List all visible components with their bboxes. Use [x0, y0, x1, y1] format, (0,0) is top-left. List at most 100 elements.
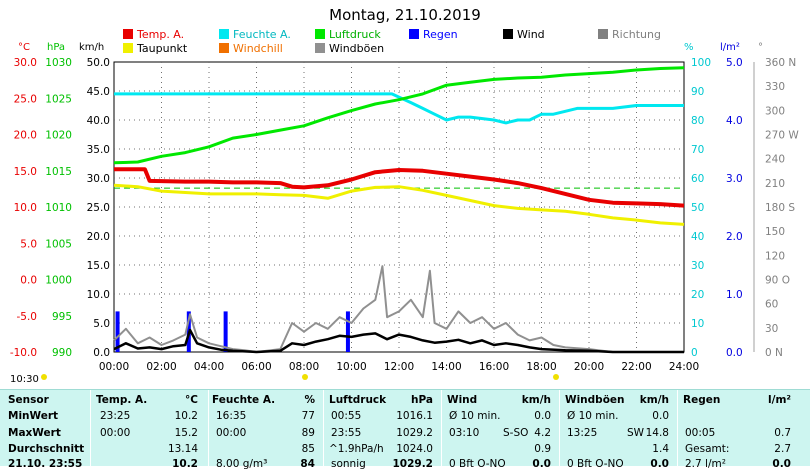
temp-tick-label: 15.0 [14, 166, 37, 178]
x-tick-label: 04:00 [194, 361, 224, 373]
temp-tick-label: 25.0 [14, 93, 37, 105]
legend-label: Windböen [329, 42, 384, 55]
hum-tick-label: 50 [691, 202, 704, 214]
row-label: Durchschnitt [8, 443, 85, 455]
col-sensor: Sensor MinWert MaxWert Durchschnitt 21.1… [0, 390, 90, 470]
legend-label: Regen [423, 28, 458, 41]
temp-unit: °C [18, 42, 30, 53]
sun-marker-left [41, 374, 47, 380]
stats-table: Sensor MinWert MaxWert Durchschnitt 21.1… [0, 389, 810, 470]
col-rain: Regen l/m² 00:05 Gesamt: 2.7 l/m² 0.7 2.… [677, 390, 795, 470]
press-tick-label: 990 [52, 347, 72, 359]
x-tick-label: 14:00 [431, 361, 461, 373]
dir-tick-label: 210 [765, 178, 785, 190]
wind-tick-label: 20.0 [87, 231, 110, 243]
cell-time: 2.7 l/m² [685, 458, 726, 470]
wind-tick-label: 10.0 [87, 289, 110, 301]
cell-time: 03:10 [449, 427, 480, 439]
rain-unit-head: l/m² [768, 394, 791, 406]
temp-unit-head: °C [185, 394, 198, 406]
col-hum: Feuchte A. % 16:35 00:00 8.00 g/m³ 77 89… [208, 390, 323, 470]
wind-unit-head: km/h [521, 394, 551, 406]
hum-tick-label: 20 [691, 289, 704, 301]
series-line-taupunkt [113, 183, 685, 226]
x-tick-label: 10:00 [336, 361, 366, 373]
cell-time: Ø 10 min. [567, 410, 619, 422]
cell-value: 77 [301, 410, 315, 422]
wind-tick-label: 35.0 [87, 144, 110, 156]
wind-tick-label: 50.0 [87, 57, 110, 69]
gust-unit-head: km/h [639, 394, 669, 406]
series-line-windböen [113, 265, 684, 353]
legend-label: Luftdruck [329, 28, 381, 41]
press-unit: hPa [47, 42, 65, 53]
cell-value: 1016.1 [396, 410, 433, 422]
cell-time: 00:00 [100, 427, 131, 439]
row-label: MinWert [8, 410, 59, 422]
cell-value: 0.0 [772, 458, 791, 470]
legend-swatch [219, 29, 229, 39]
sun-marker-sunrise [302, 374, 308, 380]
legend-swatch [123, 29, 133, 39]
rain-unit: l/m² [720, 42, 740, 53]
dir-tick-label: 120 [765, 250, 785, 262]
cell-value: 10.2 [174, 410, 198, 422]
wind-tick-label: 25.0 [87, 202, 110, 214]
markers: 10:30 [10, 374, 559, 385]
cell-value: 1.4 [652, 443, 669, 455]
temp-tick-label: 5.0 [20, 238, 37, 250]
temp-tick-label: 30.0 [14, 57, 37, 69]
cell-time: Ø 10 min. [449, 410, 501, 422]
cell-direction: SW [627, 427, 645, 439]
hum-head: Feuchte A. [212, 394, 276, 406]
col-wind: Wind km/h Ø 10 min. 03:10 0 Bft O-NO S-S… [441, 390, 559, 470]
cell-direction: S-SO [503, 427, 529, 439]
rain-tick-label: 5.0 [726, 57, 743, 69]
dir-tick-label: 30 [765, 323, 778, 335]
press-tick-label: 1015 [45, 166, 72, 178]
cell-value: 10.2 [172, 458, 198, 470]
cell-time: 16:35 [216, 410, 247, 422]
legend-swatch [503, 29, 513, 39]
hum-tick-label: 40 [691, 231, 704, 243]
legend-swatch [598, 29, 608, 39]
temp-tick-label: -10.0 [10, 347, 37, 359]
temp-tick-label: 10.0 [14, 202, 37, 214]
dir-tick-label: 330 [765, 81, 785, 93]
wind-tick-label: 15.0 [87, 260, 110, 272]
hum-tick-label: 0 [691, 347, 698, 359]
sun-marker-sunset [553, 374, 559, 380]
cell-time: 0 Bft O-NO [567, 458, 624, 470]
cell-value: 89 [301, 427, 315, 439]
press-tick-label: 1020 [45, 130, 72, 142]
rain-tick-label: 1.0 [726, 289, 743, 301]
cell-value: 0.0 [652, 410, 669, 422]
wind-tick-label: 45.0 [87, 86, 110, 98]
dir-tick-label: 300 [765, 105, 785, 117]
dir-tick-label: 90 O [765, 275, 790, 287]
temp-tick-label: 0.0 [20, 275, 37, 287]
x-tick-label: 18:00 [526, 361, 556, 373]
press-tick-label: 1030 [45, 57, 72, 69]
legend-label: Taupunkt [136, 42, 188, 55]
grid [114, 62, 684, 352]
cell-time: Gesamt: [685, 443, 730, 455]
press-tick-label: 1005 [45, 238, 72, 250]
x-tick-label: 02:00 [146, 361, 176, 373]
legend-swatch [315, 29, 325, 39]
dir-tick-label: 270 W [765, 130, 799, 142]
cell-time: sonnig [331, 458, 366, 470]
dir-tick-label: 150 [765, 226, 785, 238]
chart-legend: Temp. A. Feuchte A. Luftdruck Regen Wind Rich… [123, 28, 661, 55]
sensor-head: Sensor [8, 394, 49, 406]
press-head: Luftdruck [329, 394, 387, 406]
legend-label: Wind [517, 28, 545, 41]
cell-time: 00:55 [331, 410, 362, 422]
cell-value: 0.0 [650, 458, 669, 470]
series-line-wind [113, 328, 684, 354]
cell-time: 0 Bft O-NO [449, 458, 506, 470]
cell-value: 15.2 [174, 427, 198, 439]
axis-units: °C hPa km/h % l/m² ° [18, 42, 763, 53]
rain-bar [115, 311, 120, 352]
cell-time: ^1.9hPa/h [329, 443, 384, 455]
